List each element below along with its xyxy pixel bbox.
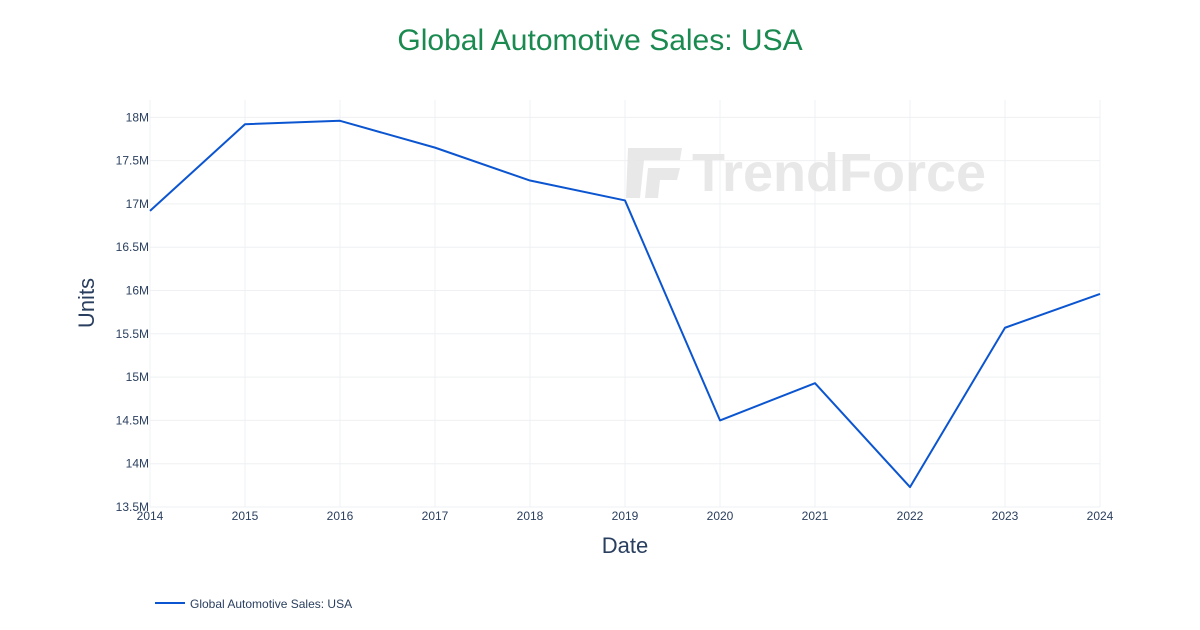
y-tick-label: 18M <box>126 110 149 124</box>
series-layer <box>149 119 1101 489</box>
grid-lines <box>149 100 1101 508</box>
y-tick-label: 16.5M <box>116 240 149 254</box>
x-tick-label: 2015 <box>232 509 259 523</box>
chart-title: Global Automotive Sales: USA <box>397 24 802 57</box>
x-tick-label: 2016 <box>327 509 354 523</box>
x-tick-label: 2024 <box>1087 509 1114 523</box>
y-tick-label: 14.5M <box>116 413 149 427</box>
watermark-logo: TrendForce <box>626 143 986 203</box>
y-tick-label: 17M <box>126 197 149 211</box>
series-line <box>149 119 1101 489</box>
x-tick-label: 2017 <box>422 509 449 523</box>
x-tick-label: 2020 <box>707 509 734 523</box>
x-axis-title: Date <box>602 533 648 558</box>
x-axis-ticks: 2014 2015 2016 2017 2018 2019 2020 2021 2022 2023… <box>137 509 1114 523</box>
y-tick-label: 13.5M <box>116 500 149 514</box>
y-tick-label: 15.5M <box>116 327 149 341</box>
y-tick-label: 15M <box>126 370 149 384</box>
y-tick-label: 16M <box>126 284 149 298</box>
x-tick-label: 2014 <box>137 509 164 523</box>
legend-label: Global Automotive Sales: USA <box>190 597 352 611</box>
watermark-text: TrendForce <box>692 143 986 203</box>
x-tick-label: 2023 <box>992 509 1019 523</box>
x-tick-label: 2022 <box>897 509 924 523</box>
x-tick-label: 2021 <box>802 509 829 523</box>
y-axis-title: Units <box>74 278 99 328</box>
y-tick-label: 17.5M <box>116 154 149 168</box>
legend[interactable]: Global Automotive Sales: USA <box>155 597 352 611</box>
watermark-logo-icon <box>626 148 682 198</box>
y-axis-ticks: 13.5M 14M 14.5M 15M 15.5M 16M 16.5M 17M 17.5M 18M <box>116 110 149 514</box>
x-tick-label: 2018 <box>517 509 544 523</box>
y-tick-label: 14M <box>126 457 149 471</box>
x-tick-label: 2019 <box>612 509 639 523</box>
